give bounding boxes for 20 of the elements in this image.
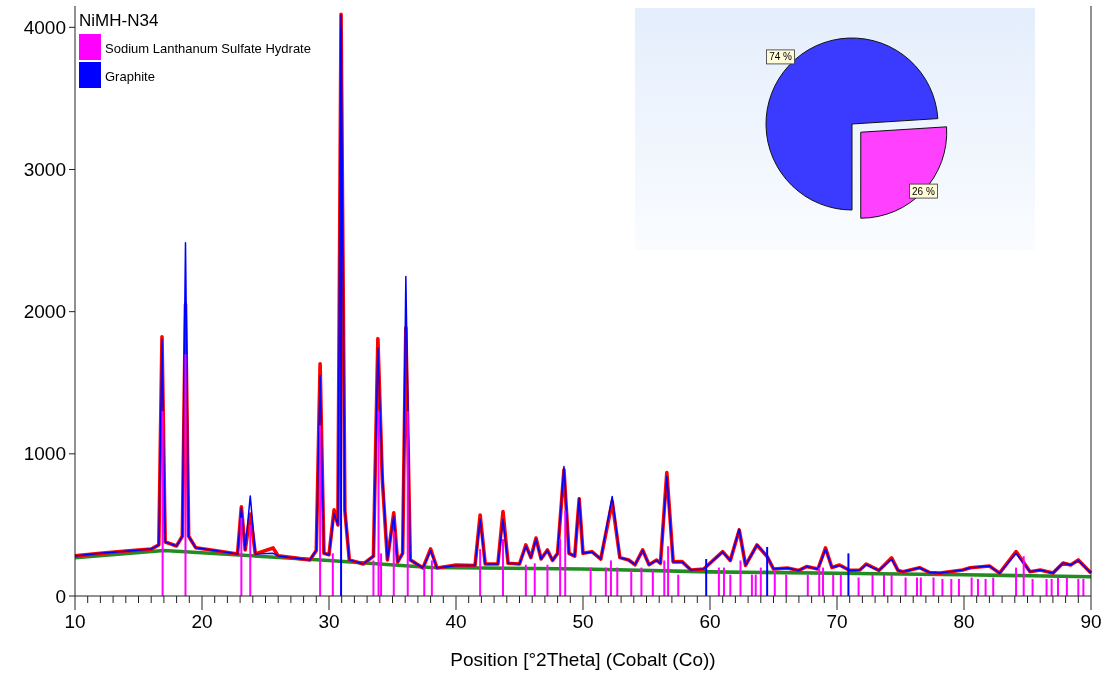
x-tick-label: 80 [953, 611, 975, 632]
y-tick-label: 4000 [23, 16, 66, 38]
legend-label: Sodium Lanthanum Sulfate Hydrate [105, 41, 311, 56]
data-label: 74 % [769, 51, 793, 63]
x-tick-label: 10 [64, 611, 86, 632]
y-tick-label: 2000 [23, 301, 66, 323]
x-tick-label: 70 [826, 611, 848, 632]
x-axis-title: Position [°2Theta] (Cobalt (Co)) [450, 649, 716, 670]
legend-title: NiMH-N34 [79, 11, 159, 30]
y-tick-label: 0 [55, 585, 66, 607]
x-tick-label: 60 [699, 611, 721, 632]
y-tick-label: 3000 [23, 159, 66, 181]
x-tick-label: 30 [318, 611, 340, 632]
x-tick-label: 90 [1080, 611, 1102, 632]
data-label: 26 % [912, 185, 935, 197]
x-tick-label: 50 [572, 611, 594, 632]
x-tick-label: 20 [191, 611, 213, 632]
legend-label: Graphite [105, 69, 155, 84]
x-tick-label: 40 [445, 611, 467, 632]
y-tick-label: 1000 [23, 443, 66, 465]
